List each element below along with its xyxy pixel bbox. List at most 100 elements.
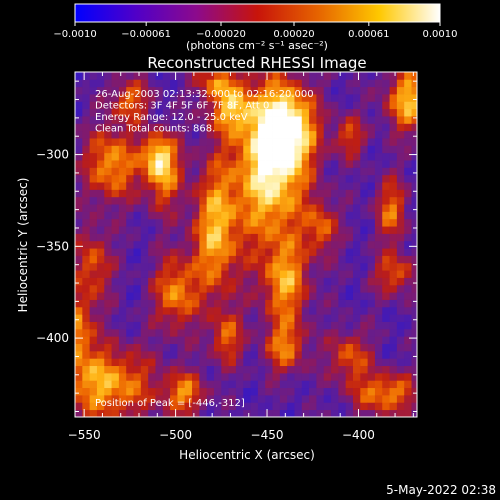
heatmap-cell <box>287 394 295 403</box>
heatmap-cell <box>221 262 230 271</box>
heatmap-cell <box>367 292 376 300</box>
heatmap-cell <box>206 204 215 212</box>
heatmap-cell <box>96 204 105 212</box>
heatmap-cell <box>89 328 98 337</box>
heatmap-cell <box>206 350 215 359</box>
heatmap-cell <box>279 108 288 117</box>
heatmap-cell <box>199 196 208 205</box>
heatmap-cell <box>126 94 134 102</box>
heatmap-cell <box>374 86 383 95</box>
heatmap-cell <box>309 409 317 417</box>
heatmap-cell <box>199 72 208 80</box>
heatmap-cell <box>352 387 361 396</box>
heatmap-cell <box>279 402 288 411</box>
heatmap-cell <box>228 380 237 389</box>
heatmap-cell <box>155 270 164 278</box>
heatmap-cell <box>133 94 142 102</box>
heatmap-cell <box>192 262 200 271</box>
heatmap-cell <box>316 94 325 102</box>
heatmap-cell <box>265 402 273 411</box>
heatmap-cell <box>96 196 105 205</box>
heatmap-cell <box>352 365 361 374</box>
heatmap-cell <box>177 189 186 198</box>
heatmap-cell <box>265 248 273 256</box>
heatmap-cell <box>331 292 339 300</box>
heatmap-cell <box>199 409 208 417</box>
heatmap-cell <box>126 350 134 359</box>
heatmap-cell <box>140 108 149 117</box>
heatmap-cell <box>89 299 98 308</box>
heatmap-cell <box>111 314 120 322</box>
heatmap-cell <box>228 358 237 367</box>
heatmap-cell <box>345 160 354 168</box>
heatmap-cell <box>352 116 361 124</box>
heatmap-cell <box>257 233 266 242</box>
heatmap-cell <box>140 270 149 278</box>
heatmap-cell <box>287 182 295 190</box>
heatmap-cell <box>89 262 98 271</box>
heatmap-cell <box>316 336 325 344</box>
heatmap-cell <box>345 277 354 286</box>
heatmap-cell <box>345 204 354 212</box>
heatmap-cell <box>104 336 112 344</box>
heatmap-cell <box>111 306 120 315</box>
heatmap-cell <box>265 306 273 315</box>
heatmap-cell <box>82 314 91 322</box>
heatmap-cell <box>228 336 237 344</box>
heatmap-cell <box>367 350 376 359</box>
heatmap-cell <box>126 240 134 249</box>
colorbar-tick-label: 0.00020 <box>273 29 314 40</box>
heatmap-cell <box>75 86 83 95</box>
heatmap-cell <box>213 94 222 102</box>
heatmap-cell <box>221 189 230 198</box>
heatmap-cell <box>279 321 288 330</box>
heatmap-cell <box>133 248 142 256</box>
heatmap-cell <box>192 101 200 110</box>
heatmap-cell <box>345 394 354 403</box>
heatmap-cell <box>360 402 369 411</box>
heatmap-cell <box>155 387 164 396</box>
heatmap-cell <box>279 314 288 322</box>
heatmap-cell <box>294 358 303 367</box>
heatmap-cell <box>206 299 215 308</box>
heatmap-cell <box>126 365 134 374</box>
heatmap-cell <box>177 299 186 308</box>
heatmap-cell <box>140 255 149 264</box>
heatmap-cell <box>323 174 332 183</box>
heatmap-cell <box>331 380 339 389</box>
heatmap-cell <box>140 72 149 80</box>
heatmap-cell <box>301 145 310 154</box>
heatmap-cell <box>111 358 120 367</box>
heatmap-cell <box>323 358 332 367</box>
heatmap-cell <box>170 328 178 337</box>
heatmap-cell <box>360 343 369 352</box>
heatmap-cell <box>140 292 149 300</box>
heatmap-cell <box>133 189 142 198</box>
heatmap-cell <box>360 394 369 403</box>
heatmap-cell <box>96 409 105 417</box>
heatmap-cell <box>162 277 171 286</box>
heatmap-cell <box>323 240 332 249</box>
heatmap-cell <box>360 182 369 190</box>
heatmap-cell <box>118 277 127 286</box>
heatmap-cell <box>140 79 149 88</box>
heatmap-cell <box>411 328 417 337</box>
heatmap-cell <box>309 328 317 337</box>
heatmap-cell <box>301 248 310 256</box>
heatmap-cell <box>309 123 317 132</box>
heatmap-cell <box>396 94 405 102</box>
heatmap-cell <box>228 284 237 293</box>
heatmap-cell <box>279 284 288 293</box>
heatmap-cell <box>221 123 230 132</box>
heatmap-cell <box>374 365 383 374</box>
heatmap-cell <box>250 211 259 220</box>
heatmap-cell <box>345 226 354 234</box>
heatmap-cell <box>250 387 259 396</box>
heatmap-cell <box>331 328 339 337</box>
heatmap-cell <box>133 299 142 308</box>
heatmap-cell <box>404 387 412 396</box>
heatmap-cell <box>265 255 273 264</box>
heatmap-cell <box>404 108 412 117</box>
heatmap-cell <box>279 233 288 242</box>
heatmap-cell <box>228 277 237 286</box>
